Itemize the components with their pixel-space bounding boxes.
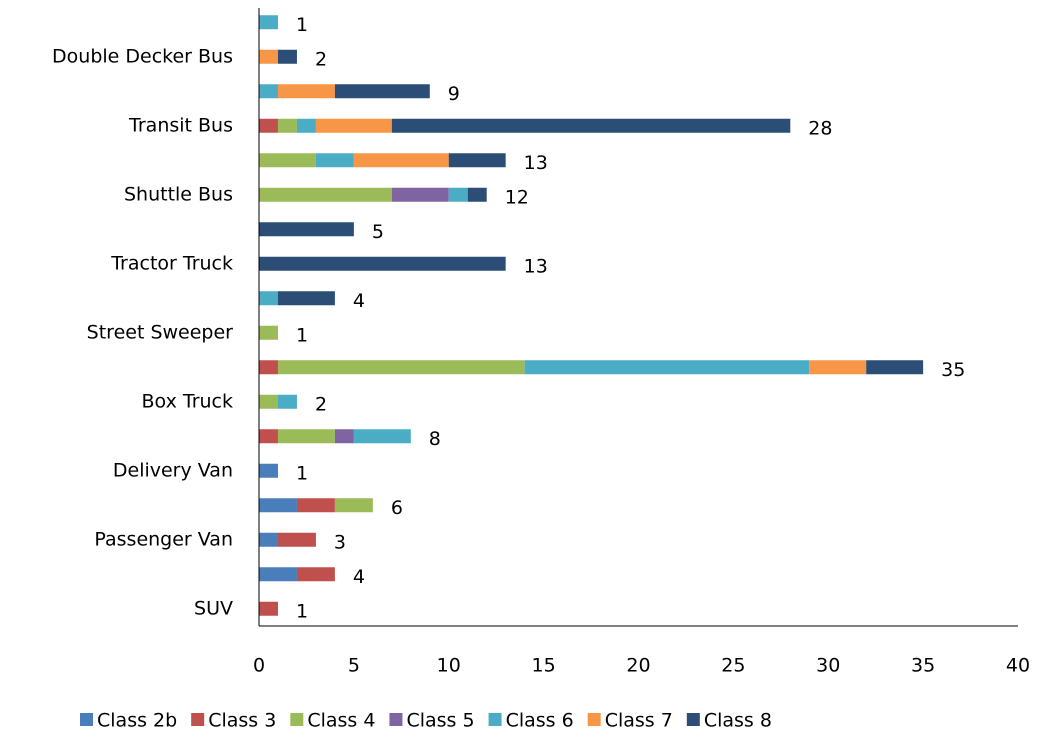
bar-segment bbox=[259, 84, 278, 99]
bar-segment bbox=[353, 153, 449, 168]
bar-segment bbox=[277, 84, 335, 99]
bar-segment bbox=[524, 360, 810, 375]
bar-segment bbox=[296, 567, 335, 582]
legend-label: Class 2b bbox=[97, 710, 177, 732]
bar-segment bbox=[809, 360, 867, 375]
data-label: 1 bbox=[296, 600, 308, 622]
legend-swatch bbox=[587, 713, 601, 726]
legend-swatch bbox=[686, 713, 700, 726]
legend-swatch bbox=[80, 713, 93, 726]
y-tick-label: SUV bbox=[194, 597, 233, 619]
bar-segment bbox=[259, 532, 278, 547]
bar-segment bbox=[277, 394, 297, 409]
bar-segment bbox=[259, 463, 278, 478]
data-label: 1 bbox=[296, 462, 308, 484]
data-label: 9 bbox=[448, 83, 460, 105]
legend-label: Class 3 bbox=[208, 710, 276, 732]
legend-label: Class 4 bbox=[307, 710, 375, 732]
data-label: 4 bbox=[353, 566, 365, 588]
y-tick-label: Street Sweeper bbox=[87, 321, 234, 343]
y-tick-label: Passenger Van bbox=[94, 528, 233, 550]
bar-segment bbox=[334, 84, 430, 99]
legend-swatch bbox=[191, 713, 205, 726]
bar-segment bbox=[277, 360, 525, 375]
y-tick-label: Tractor Truck bbox=[110, 252, 233, 274]
legend-label: Class 7 bbox=[605, 710, 673, 732]
bar-segment bbox=[467, 187, 487, 202]
data-label: 3 bbox=[334, 531, 346, 553]
bar-segment bbox=[448, 187, 468, 202]
bar-segment bbox=[277, 118, 297, 133]
bar-segment bbox=[259, 291, 278, 306]
y-tick-label: Box Truck bbox=[142, 390, 233, 412]
y-tick-label: Delivery Van bbox=[113, 459, 233, 481]
y-tick-label: Double Decker Bus bbox=[52, 45, 233, 67]
x-tick-label: 40 bbox=[1006, 655, 1030, 677]
legend-label: Class 5 bbox=[406, 710, 474, 732]
x-tick-label: 5 bbox=[348, 655, 360, 677]
data-label: 4 bbox=[353, 290, 365, 312]
x-tick-label: 10 bbox=[437, 655, 461, 677]
bar-segment bbox=[296, 498, 335, 513]
bar-segment bbox=[334, 498, 373, 513]
bar-segment bbox=[448, 153, 506, 168]
bar-segment bbox=[259, 429, 278, 444]
legend-swatch bbox=[488, 713, 502, 726]
x-tick-label: 25 bbox=[721, 655, 745, 677]
bar-segment bbox=[259, 394, 278, 409]
data-label: 28 bbox=[808, 117, 832, 139]
x-tick-label: 30 bbox=[816, 655, 840, 677]
bar-segment bbox=[391, 118, 791, 133]
bar-segment bbox=[315, 118, 392, 133]
legend-swatch bbox=[389, 713, 403, 726]
bar-segment bbox=[866, 360, 924, 375]
bar-segment bbox=[277, 49, 297, 64]
x-tick-label: 15 bbox=[532, 655, 556, 677]
data-label: 13 bbox=[524, 255, 548, 277]
bar-segment bbox=[277, 291, 335, 306]
bar-segment bbox=[259, 498, 297, 513]
bar-segment bbox=[259, 118, 278, 133]
bar-segment bbox=[259, 256, 506, 271]
legend-label: Class 6 bbox=[506, 710, 574, 732]
bar-segment bbox=[259, 187, 392, 202]
bar-segment bbox=[296, 118, 316, 133]
data-label: 6 bbox=[391, 497, 403, 519]
bar-segment bbox=[334, 429, 354, 444]
x-tick-label: 35 bbox=[911, 655, 935, 677]
legend-swatch bbox=[290, 713, 304, 726]
bar-segment bbox=[259, 49, 278, 64]
data-label: 1 bbox=[296, 324, 308, 346]
data-label: 12 bbox=[505, 186, 529, 208]
bar-segment bbox=[315, 153, 354, 168]
bar-segment bbox=[259, 567, 297, 582]
bar-segment bbox=[259, 15, 278, 30]
bar-segment bbox=[353, 429, 411, 444]
bar-segment bbox=[259, 325, 278, 340]
bar-segment bbox=[259, 601, 278, 616]
data-label: 1 bbox=[296, 14, 308, 36]
data-label: 13 bbox=[524, 152, 548, 174]
y-tick-label: Shuttle Bus bbox=[124, 183, 233, 205]
bar-segment bbox=[259, 360, 278, 375]
bar-segment bbox=[259, 222, 354, 237]
bar-segment bbox=[391, 187, 449, 202]
data-label: 5 bbox=[372, 221, 384, 243]
x-tick-label: 20 bbox=[626, 655, 650, 677]
bar-segment bbox=[277, 532, 316, 547]
x-tick-label: 0 bbox=[253, 655, 265, 677]
y-tick-label: Transit Bus bbox=[128, 114, 233, 136]
bar-segment bbox=[277, 429, 335, 444]
data-label: 35 bbox=[941, 359, 965, 381]
data-label: 8 bbox=[429, 428, 441, 450]
data-label: 2 bbox=[315, 393, 327, 415]
data-label: 2 bbox=[315, 48, 327, 70]
bar-segment bbox=[259, 153, 316, 168]
legend-label: Class 8 bbox=[704, 710, 772, 732]
